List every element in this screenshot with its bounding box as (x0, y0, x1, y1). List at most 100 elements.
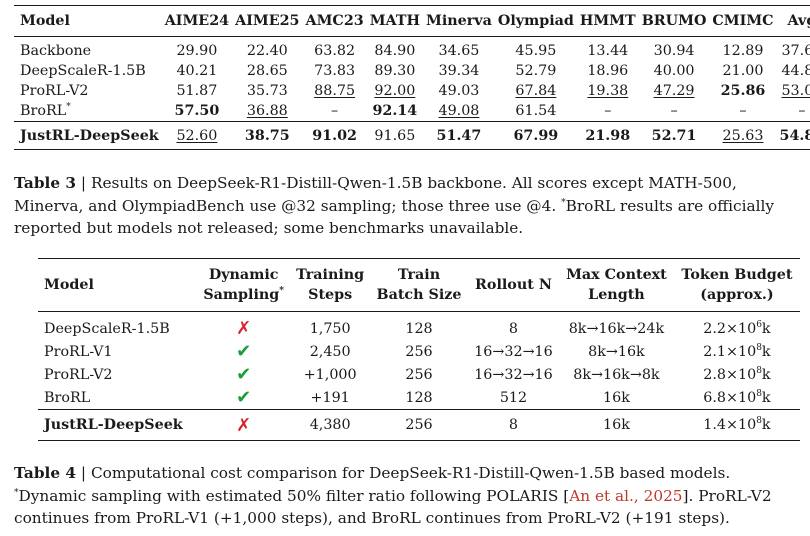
table-row: ProRL-V2 ✔ +1,000 256 16→32→16 8k→16k→8k… (38, 363, 800, 386)
cell: 2.8×108k (703, 365, 771, 383)
table-row: ProRL-V2 51.87 35.73 88.75 92.00 49.03 6… (14, 81, 810, 101)
table-3: Model AIME24 AIME25 AMC23 MATH Minerva O… (14, 5, 810, 150)
col-header-dynamic-sampling: Dynamic Sampling* (203, 267, 284, 303)
cell: 88.75 (314, 83, 356, 99)
table-row: BroRL* 57.50 36.88 – 92.14 49.08 61.54 –… (14, 101, 810, 122)
cell: 52.79 (515, 63, 557, 79)
cell: 2,450 (309, 343, 351, 360)
cell: 8k→16k→24k (568, 320, 665, 337)
cell: 1,750 (309, 320, 351, 337)
col-header-aime24: AIME24 (164, 13, 230, 29)
cell: 16→32→16 (474, 343, 553, 360)
cell: 52.71 (651, 127, 697, 144)
cell: 256 (405, 343, 433, 360)
cell: 44.88 (781, 63, 810, 79)
cell: 52.60 (176, 127, 218, 144)
cell: 37.65 (781, 43, 810, 59)
cell: – (331, 103, 339, 119)
cell: 35.73 (246, 83, 288, 99)
col-header-math: MATH (369, 13, 421, 29)
cell: 36.88 (246, 103, 288, 119)
table-row: JustRL-DeepSeek ✗ 4,380 256 8 16k 1.4×10… (38, 409, 800, 441)
cell: 73.83 (314, 63, 356, 79)
cell: 84.90 (374, 43, 416, 59)
citation-link[interactable]: An et al., 2025 (569, 486, 683, 505)
cell: 61.54 (515, 103, 557, 119)
cell: 8 (508, 417, 519, 433)
col-header-token-budget: Token Budget (approx.) (681, 267, 793, 303)
cell: 67.84 (515, 83, 557, 99)
col-header-model: Model (44, 277, 94, 293)
check-icon: ✔ (236, 364, 252, 385)
cell: 8k→16k→8k (573, 366, 660, 383)
col-header-batch-size: Train Batch Size (376, 267, 462, 303)
model-name: Backbone (20, 43, 92, 59)
table-3-header-row: Model AIME24 AIME25 AMC23 MATH Minerva O… (14, 5, 810, 37)
cell: 13.44 (587, 43, 629, 59)
cell: 91.02 (312, 127, 357, 144)
cell: 19.38 (587, 83, 629, 99)
cell: 16→32→16 (474, 366, 553, 383)
cell: 51.47 (436, 127, 482, 144)
cell: 39.34 (438, 63, 480, 79)
cell: 6.8×108k (703, 388, 771, 406)
table-row: Backbone 29.90 22.40 63.82 84.90 34.65 4… (14, 41, 810, 61)
cell: 63.82 (314, 43, 356, 59)
cell: 28.65 (246, 63, 288, 79)
cell: 30.94 (653, 43, 695, 59)
model-name: DeepScaleR-1.5B (44, 320, 170, 337)
cell: +1,000 (303, 366, 357, 383)
col-header-model: Model (20, 13, 70, 29)
table-4-caption: Table 4 | Computational cost comparison … (14, 464, 772, 527)
cell: 128 (405, 389, 433, 406)
table-row: BroRL ✔ +191 128 512 16k 6.8×108k (38, 386, 800, 410)
col-header-minerva: Minerva (426, 13, 492, 29)
cell: 2.1×108k (703, 342, 771, 360)
cell: 49.08 (438, 103, 480, 119)
col-header-brumo: BRUMO (641, 13, 707, 29)
cell: 51.87 (176, 83, 218, 99)
cell: 89.30 (374, 63, 416, 79)
col-header-cmimc: CMIMC (712, 13, 774, 29)
cell: 12.89 (722, 43, 764, 59)
cell: – (739, 103, 747, 119)
model-name: ProRL-V2 (20, 83, 89, 99)
cross-icon: ✗ (236, 414, 252, 436)
cell: 16k (603, 417, 630, 433)
model-name: DeepScaleR-1.5B (20, 63, 146, 79)
cell: 1.4×108k (703, 416, 771, 433)
col-header-amc23: AMC23 (305, 13, 364, 29)
cell: 2.2×106k (703, 319, 771, 337)
check-icon: ✔ (236, 341, 252, 362)
model-name: BroRL* (20, 102, 71, 119)
col-header-max-context: Max Context Length (566, 267, 667, 303)
table-3-caption: Table 3 | Results on DeepSeek-R1-Distill… (14, 174, 775, 237)
cell: 25.86 (720, 83, 766, 99)
cell: 8 (508, 320, 519, 337)
cell: 57.50 (174, 103, 220, 119)
cell: 91.65 (374, 127, 416, 144)
cell: 40.00 (653, 63, 695, 79)
cell: 128 (405, 320, 433, 337)
cell: 22.40 (246, 43, 288, 59)
table-4-header-row: Model Dynamic Sampling* Training Steps Tra… (38, 258, 800, 312)
table-4: Model Dynamic Sampling* Training Steps Tra… (38, 258, 800, 441)
cell: – (670, 103, 678, 119)
col-header-training-steps: Training Steps (296, 267, 365, 303)
cell: – (604, 103, 612, 119)
model-name: JustRL-DeepSeek (20, 127, 159, 144)
col-header-olympiad: Olympiad (497, 13, 574, 29)
cross-icon: ✗ (236, 318, 252, 339)
cell: +191 (310, 389, 350, 406)
cell: 29.90 (176, 43, 218, 59)
cell: 21.98 (585, 127, 631, 144)
cell: 4,380 (309, 417, 351, 433)
model-name: BroRL (44, 389, 91, 406)
model-name: ProRL-V1 (44, 343, 113, 360)
col-header-hmmt: HMMT (579, 13, 636, 29)
cell: 256 (405, 366, 433, 383)
cell: 25.63 (722, 127, 764, 144)
model-name: JustRL-DeepSeek (44, 417, 183, 433)
table-row: DeepScaleR-1.5B 40.21 28.65 73.83 89.30 … (14, 61, 810, 81)
cell: 8k→16k (588, 343, 645, 360)
